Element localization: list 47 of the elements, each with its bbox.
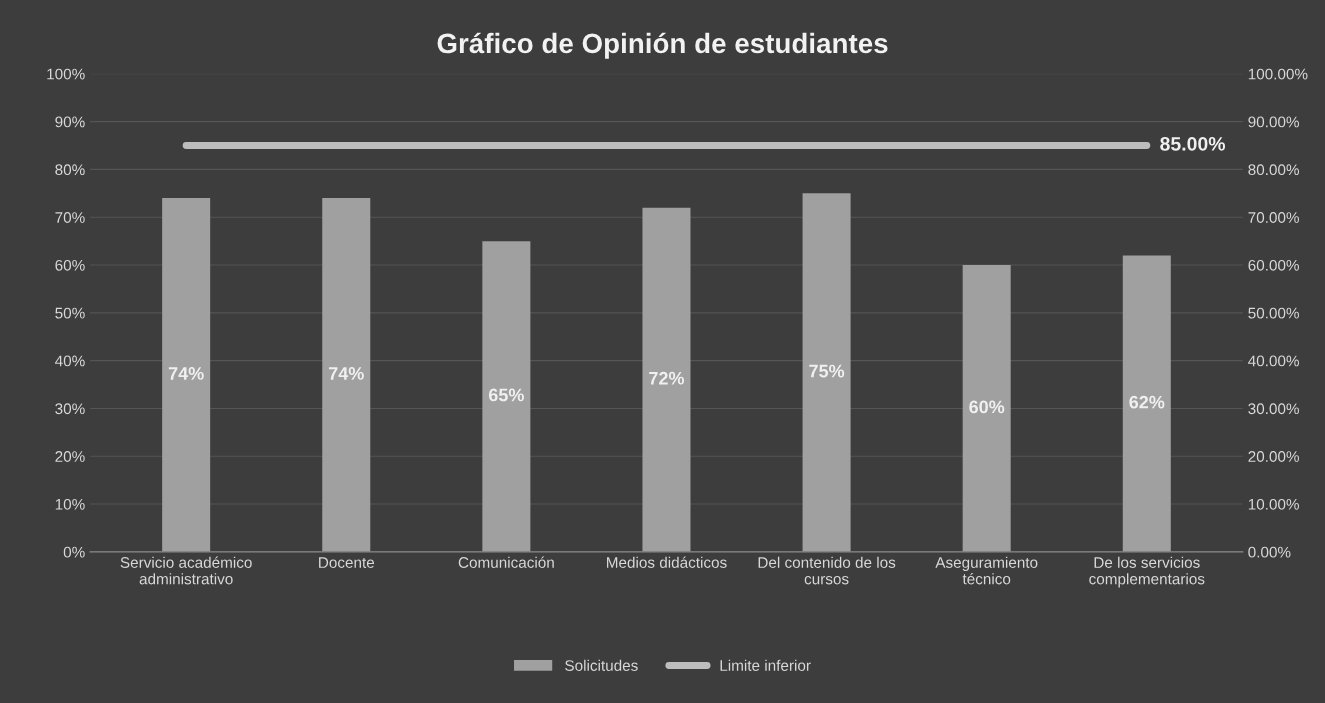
data-label: 72% [649, 371, 685, 385]
y2-tick-label: 90.00% [1248, 116, 1299, 128]
bar [322, 198, 371, 552]
x-tick-label: Comunicación [458, 556, 554, 568]
bar [802, 193, 851, 552]
x-tick-label: Servicio académico administrativo [120, 556, 252, 585]
y-tick-label: 50% [55, 307, 85, 319]
y2-tick-label: 10.00% [1248, 498, 1299, 510]
data-label: 65% [488, 388, 524, 402]
y-tick-label: 20% [55, 451, 85, 462]
data-label: 62% [1129, 395, 1165, 409]
y-tick-label: 10% [55, 498, 85, 510]
chart-title: Gráfico de Opinión de estudiantes [437, 32, 888, 59]
bar [642, 207, 691, 552]
legend-label: Solicitudes [565, 659, 638, 671]
bar [482, 241, 531, 552]
y2-tick-label: 30.00% [1248, 403, 1299, 415]
x-tick-label: Medios didácticos [607, 556, 727, 568]
y-tick-label: 40% [55, 355, 85, 367]
x-tick-label: Docente [319, 557, 375, 568]
bar [1122, 255, 1171, 552]
data-label: 85.00% [1160, 136, 1226, 151]
y-tick-label: 100% [47, 68, 85, 80]
y2-tick-label: 100.00% [1248, 68, 1308, 80]
y2-tick-label: 50.00% [1248, 307, 1299, 319]
data-label: 74% [328, 367, 364, 380]
y-tick-label: 60% [55, 259, 85, 271]
data-label: 75% [809, 364, 845, 378]
y2-tick-label: 60.00% [1248, 259, 1299, 271]
y-tick-label: 80% [55, 164, 85, 176]
x-tick-label: De los servicios complementarios [1089, 556, 1205, 588]
y-tick-label: 30% [55, 403, 85, 415]
x-tick-label: Del contenido de los cursos [758, 556, 896, 585]
legend-label: Limite inferior [720, 659, 811, 671]
bar [962, 265, 1011, 552]
y2-tick-label: 70.00% [1248, 212, 1299, 223]
data-label: 60% [969, 400, 1005, 414]
bar [162, 198, 211, 552]
y2-tick-label: 80.00% [1248, 164, 1299, 176]
data-label: 74% [168, 367, 204, 380]
y-tick-label: 0% [63, 546, 85, 558]
y-tick-label: 70% [55, 212, 85, 223]
x-tick-label: Aseguramiento técnico [935, 556, 1038, 585]
y2-tick-label: 20.00% [1248, 451, 1299, 462]
y-tick-label: 90% [55, 116, 85, 128]
y2-tick-label: 0.00% [1248, 546, 1291, 558]
y2-tick-label: 40.00% [1248, 355, 1299, 367]
